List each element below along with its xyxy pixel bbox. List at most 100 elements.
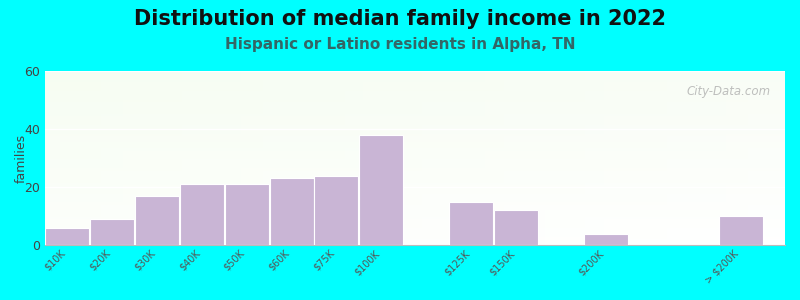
Bar [122, 71, 126, 245]
Bar [352, 71, 356, 245]
Bar [341, 71, 345, 245]
Bar [267, 71, 270, 245]
Bar [45, 169, 785, 170]
Bar [45, 160, 785, 161]
Bar [234, 71, 238, 245]
Bar [45, 182, 785, 183]
Bar [45, 142, 785, 143]
Bar [45, 202, 785, 203]
Bar [45, 195, 785, 196]
Bar [45, 186, 785, 187]
Bar [45, 122, 785, 123]
Bar [45, 101, 785, 102]
Bar [308, 71, 311, 245]
Bar [252, 71, 256, 245]
Bar [45, 95, 785, 96]
Bar [45, 208, 785, 209]
Bar [45, 132, 785, 133]
Bar [45, 146, 785, 147]
Bar [45, 237, 785, 238]
Bar [45, 108, 785, 109]
Bar [322, 71, 326, 245]
Bar [548, 71, 552, 245]
Bar [678, 71, 682, 245]
Bar [737, 71, 741, 245]
Bar [45, 109, 785, 110]
Bar [45, 141, 785, 142]
Text: Distribution of median family income in 2022: Distribution of median family income in … [134, 9, 666, 29]
Bar [415, 71, 418, 245]
Bar [71, 71, 74, 245]
Bar [45, 100, 785, 101]
Bar [78, 71, 82, 245]
Bar [330, 71, 334, 245]
Bar [293, 71, 297, 245]
Bar [700, 71, 704, 245]
Bar [241, 71, 245, 245]
Bar [45, 80, 785, 81]
Bar [45, 71, 785, 72]
Bar [45, 155, 785, 156]
Bar [782, 71, 785, 245]
Bar [489, 71, 493, 245]
Bar [586, 71, 589, 245]
Bar [45, 241, 785, 242]
Bar [518, 71, 522, 245]
Bar [452, 71, 456, 245]
Bar [193, 71, 197, 245]
Bar [45, 115, 785, 116]
Bar [45, 226, 785, 227]
Bar [45, 103, 785, 104]
Bar [615, 71, 618, 245]
Bar [45, 221, 785, 222]
Bar [648, 71, 652, 245]
Bar [45, 104, 785, 105]
Bar [45, 158, 785, 159]
Bar [45, 93, 785, 94]
Bar [45, 148, 785, 149]
Bar [45, 238, 785, 239]
Bar [45, 201, 785, 202]
Bar [718, 216, 762, 245]
Bar [49, 71, 53, 245]
Bar [45, 198, 785, 199]
Bar [45, 242, 785, 243]
Bar [652, 71, 655, 245]
Bar [204, 71, 208, 245]
Bar [45, 234, 785, 235]
Bar [45, 154, 785, 155]
Bar [45, 83, 785, 84]
Bar [260, 71, 263, 245]
Bar [45, 202, 785, 203]
Bar [190, 71, 193, 245]
Bar [482, 71, 486, 245]
Bar [45, 118, 785, 119]
Bar [604, 71, 607, 245]
Bar [45, 151, 785, 152]
Bar [637, 71, 641, 245]
Bar [422, 71, 426, 245]
Bar [515, 71, 518, 245]
Bar [45, 124, 785, 125]
Bar [663, 71, 666, 245]
Bar [570, 71, 574, 245]
Bar [566, 71, 570, 245]
Bar [578, 71, 582, 245]
Bar [556, 71, 559, 245]
Bar [493, 71, 497, 245]
Bar [593, 71, 596, 245]
Bar [45, 85, 785, 86]
Bar [545, 71, 548, 245]
Bar [530, 71, 534, 245]
Bar [626, 71, 630, 245]
Bar [641, 71, 645, 245]
Bar [45, 171, 785, 172]
Bar [441, 71, 445, 245]
Bar [393, 71, 397, 245]
Bar [634, 71, 637, 245]
Bar [45, 176, 785, 177]
Bar [315, 71, 319, 245]
Bar [45, 144, 785, 145]
Bar [734, 71, 737, 245]
Bar [145, 71, 149, 245]
